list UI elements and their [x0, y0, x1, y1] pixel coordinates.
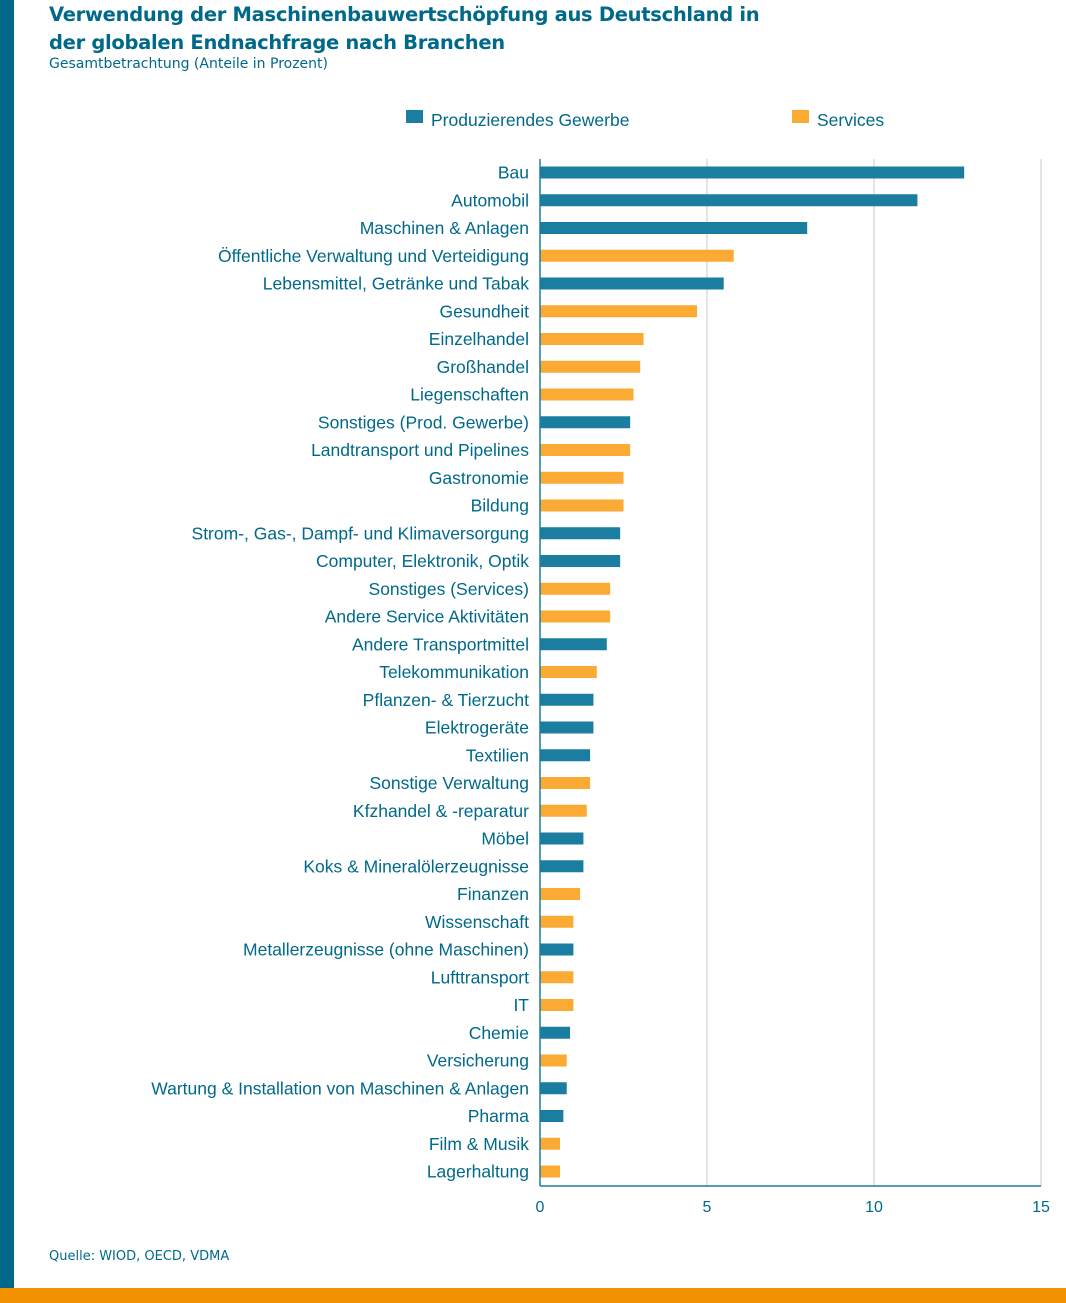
bar — [540, 638, 607, 651]
bar — [540, 610, 611, 623]
x-tick-label: 15 — [1032, 1199, 1050, 1216]
category-label: Landtransport und Pipelines — [311, 440, 529, 460]
bar — [540, 249, 734, 262]
category-label: Einzelhandel — [429, 329, 529, 349]
chart-title: Verwendung der Maschinenbauwertschöpfung… — [49, 3, 760, 54]
bar — [540, 194, 918, 207]
category-label: Telekommunikation — [379, 662, 529, 682]
source-note: Quelle: WIOD, OECD, VDMA — [49, 1249, 230, 1264]
legend-label: Services — [817, 110, 884, 130]
category-label: Lagerhaltung — [427, 1162, 529, 1182]
bar — [540, 388, 634, 401]
bar — [540, 666, 597, 678]
category-label: Kfzhandel & -reparatur — [353, 801, 529, 821]
bar — [540, 1137, 561, 1150]
category-label: Bau — [498, 163, 529, 183]
category-label: Andere Service Aktivitäten — [325, 607, 529, 627]
bar — [540, 277, 724, 290]
bar — [540, 915, 574, 928]
bar — [540, 1026, 571, 1039]
bar — [540, 1082, 567, 1095]
bar — [540, 471, 624, 484]
bar — [540, 749, 591, 762]
bar — [540, 721, 594, 734]
chart-subtitle: Gesamtbetrachtung (Anteile in Prozent) — [49, 56, 328, 72]
bar — [540, 971, 574, 984]
category-label: Großhandel — [437, 357, 529, 377]
bar — [540, 1165, 561, 1178]
bar — [540, 860, 584, 873]
bar — [540, 999, 574, 1011]
legend-swatch — [792, 110, 809, 123]
bar — [540, 305, 697, 318]
legend-label: Produzierendes Gewerbe — [431, 110, 629, 130]
bar — [540, 416, 631, 429]
category-label: Automobil — [451, 190, 529, 210]
category-label: Computer, Elektronik, Optik — [316, 551, 529, 571]
category-label: Textilien — [466, 745, 529, 765]
bar — [540, 1110, 564, 1122]
x-tick-label: 0 — [536, 1199, 545, 1216]
category-label: Bildung — [471, 496, 529, 516]
category-label: IT — [513, 995, 529, 1015]
bar — [540, 360, 641, 373]
category-label: Versicherung — [427, 1051, 529, 1071]
x-tick-label: 10 — [865, 1199, 883, 1216]
category-label: Maschinen & Anlagen — [360, 218, 529, 238]
category-label: Elektrogeräte — [425, 718, 529, 738]
bar — [540, 333, 644, 345]
bar — [540, 499, 624, 512]
category-label: Finanzen — [457, 884, 529, 904]
bar — [540, 555, 621, 567]
category-label: Sonstige Verwaltung — [369, 773, 529, 793]
legend-swatch — [406, 110, 423, 123]
bar — [540, 804, 587, 817]
left-accent-bar — [0, 0, 14, 1288]
category-label: Chemie — [469, 1023, 529, 1043]
bar — [540, 832, 584, 845]
category-label: Gastronomie — [429, 468, 529, 488]
bar — [540, 693, 594, 706]
bar — [540, 582, 611, 595]
bar — [540, 1054, 567, 1067]
category-label: Lufttransport — [431, 967, 529, 987]
bottom-accent-bar — [0, 1288, 1066, 1303]
category-label: Strom-, Gas-, Dampf- und Klimaversorgung — [192, 523, 529, 543]
category-label: Pflanzen- & Tierzucht — [363, 690, 529, 710]
bar — [540, 888, 581, 900]
category-label: Lebensmittel, Getränke und Tabak — [263, 274, 529, 294]
category-label: Wartung & Installation von Maschinen & A… — [151, 1078, 529, 1098]
category-label: Sonstiges (Prod. Gewerbe) — [318, 412, 529, 432]
bar — [540, 444, 631, 456]
category-label: Andere Transportmittel — [352, 634, 529, 654]
category-label: Metallerzeugnisse (ohne Maschinen) — [243, 940, 529, 960]
bar — [540, 527, 621, 540]
category-label: Möbel — [481, 829, 529, 849]
category-label: Öffentliche Verwaltung und Verteidigung — [218, 246, 529, 266]
bar — [540, 222, 808, 234]
bar — [540, 943, 574, 956]
category-label: Film & Musik — [429, 1134, 529, 1154]
category-label: Wissenschaft — [425, 912, 529, 932]
category-label: Sonstiges (Services) — [369, 579, 529, 599]
category-label: Koks & Mineralölerzeugnisse — [303, 856, 529, 876]
category-label: Pharma — [468, 1106, 530, 1126]
bar — [540, 166, 965, 179]
category-label: Liegenschaften — [410, 385, 529, 405]
category-label: Gesundheit — [439, 301, 529, 321]
x-tick-label: 5 — [703, 1199, 712, 1216]
bar — [540, 777, 591, 789]
